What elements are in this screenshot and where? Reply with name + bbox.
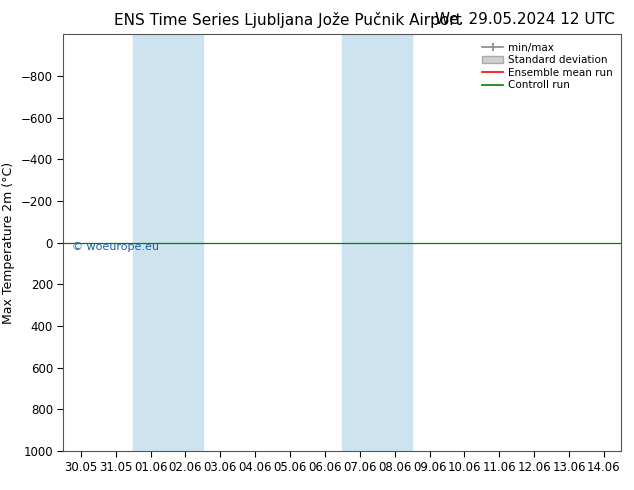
Legend: min/max, Standard deviation, Ensemble mean run, Controll run: min/max, Standard deviation, Ensemble me… — [479, 40, 616, 94]
Text: ENS Time Series Ljubljana Jože Pučnik Airport: ENS Time Series Ljubljana Jože Pučnik Ai… — [114, 12, 462, 28]
Bar — [342, 34, 412, 451]
Text: We. 29.05.2024 12 UTC: We. 29.05.2024 12 UTC — [435, 12, 615, 27]
Text: © woeurope.eu: © woeurope.eu — [72, 242, 158, 252]
Y-axis label: Max Temperature 2m (°C): Max Temperature 2m (°C) — [3, 162, 15, 323]
Bar — [133, 34, 203, 451]
